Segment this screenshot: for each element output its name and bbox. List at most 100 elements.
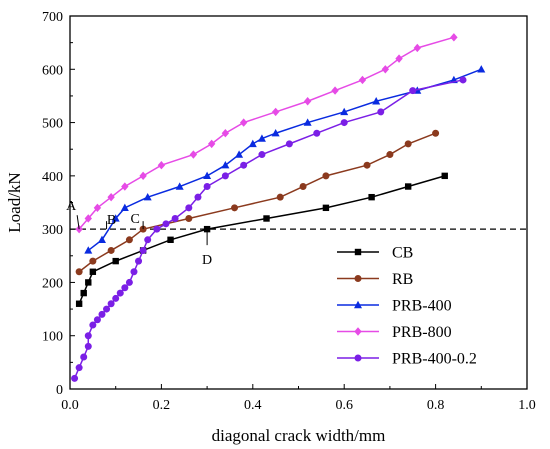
y-tick-label: 100	[42, 330, 63, 345]
data-point	[313, 129, 321, 137]
data-point	[207, 139, 216, 149]
data-point	[80, 353, 88, 361]
x-tick-label: 0.0	[61, 398, 79, 413]
data-point	[271, 129, 280, 137]
data-point	[89, 257, 97, 265]
legend-item-prb-400: PRB-400	[337, 298, 452, 315]
data-point	[75, 268, 83, 276]
data-point	[299, 183, 307, 191]
data-point	[235, 150, 244, 158]
data-point	[221, 129, 230, 138]
y-axis-title: Load/kN	[5, 172, 24, 232]
data-point	[130, 268, 138, 276]
data-point	[120, 203, 129, 212]
x-tick-label: 1.0	[518, 398, 536, 413]
data-point	[125, 236, 133, 244]
series-line	[78, 132, 436, 273]
data-point	[194, 193, 202, 201]
series-line	[78, 175, 445, 305]
annotation-label: D	[202, 253, 212, 268]
legend-label: PRB-400-0.2	[392, 351, 477, 368]
data-point	[121, 182, 129, 191]
x-axis-title: diagonal crack width/mm	[212, 426, 386, 445]
data-point	[354, 300, 362, 309]
data-point	[171, 214, 179, 222]
data-point	[107, 246, 115, 254]
series-rb	[75, 129, 440, 276]
data-point	[84, 214, 92, 223]
data-point	[441, 172, 448, 180]
data-point	[111, 214, 120, 222]
annotation-b: B	[106, 213, 116, 230]
data-point	[107, 192, 115, 202]
data-point	[185, 214, 193, 222]
y-tick-label: 300	[42, 223, 63, 238]
data-point	[248, 139, 257, 148]
y-tick-label: 400	[42, 170, 63, 185]
legend-item-cb: CB	[337, 245, 413, 262]
data-point	[386, 151, 394, 159]
y-tick-label: 600	[42, 63, 63, 78]
data-point	[239, 118, 248, 127]
data-point	[80, 289, 87, 297]
x-tick-label: 0.8	[427, 398, 445, 413]
y-tick-label: 0	[56, 383, 63, 398]
data-point	[203, 171, 212, 180]
data-point	[372, 97, 381, 105]
data-point	[203, 183, 211, 191]
data-point	[116, 289, 124, 297]
data-point	[144, 236, 152, 244]
data-point	[84, 246, 93, 254]
data-point	[93, 316, 101, 324]
data-point	[121, 284, 129, 292]
y-tick-label: 200	[42, 276, 63, 291]
data-point	[89, 268, 97, 275]
data-point	[413, 43, 422, 53]
data-point	[85, 279, 92, 286]
x-tick-label: 0.6	[335, 398, 353, 413]
data-point	[107, 300, 115, 308]
annotation-c: C	[130, 212, 144, 230]
series-line	[87, 68, 482, 252]
data-point	[162, 220, 170, 228]
data-point	[303, 118, 312, 126]
legend-label: CB	[392, 245, 413, 262]
data-point	[153, 225, 161, 233]
data-point	[257, 134, 266, 142]
data-point	[340, 107, 349, 116]
data-point	[93, 203, 102, 213]
data-point	[231, 204, 239, 212]
annotation-d: D	[202, 229, 212, 268]
data-point	[354, 275, 362, 282]
annotation-label: A	[66, 199, 77, 214]
data-point	[381, 65, 390, 74]
data-point	[331, 86, 339, 95]
data-point	[285, 140, 293, 148]
annotation-leader	[76, 215, 80, 230]
y-tick-label: 700	[42, 10, 63, 25]
data-point	[75, 364, 83, 372]
annotation-label: C	[130, 212, 139, 227]
data-point	[404, 140, 412, 148]
data-point	[125, 278, 133, 286]
data-point	[240, 161, 248, 169]
annotation-a: A	[66, 199, 80, 230]
data-point	[395, 54, 403, 63]
legend-label: PRB-800	[392, 324, 452, 341]
annotation-label: B	[107, 213, 116, 228]
annotations: A B C D	[66, 199, 212, 268]
data-point	[185, 204, 193, 212]
data-point	[157, 161, 166, 170]
data-point	[358, 75, 367, 85]
data-point	[139, 171, 147, 181]
data-point	[377, 108, 385, 116]
data-point	[84, 332, 92, 340]
plot-frame	[69, 15, 528, 390]
data-point	[189, 150, 198, 159]
data-point	[97, 235, 106, 243]
x-tick-label: 0.2	[153, 398, 171, 413]
data-point	[112, 257, 119, 265]
plot-area	[70, 33, 527, 382]
legend-label: PRB-400	[392, 298, 452, 315]
